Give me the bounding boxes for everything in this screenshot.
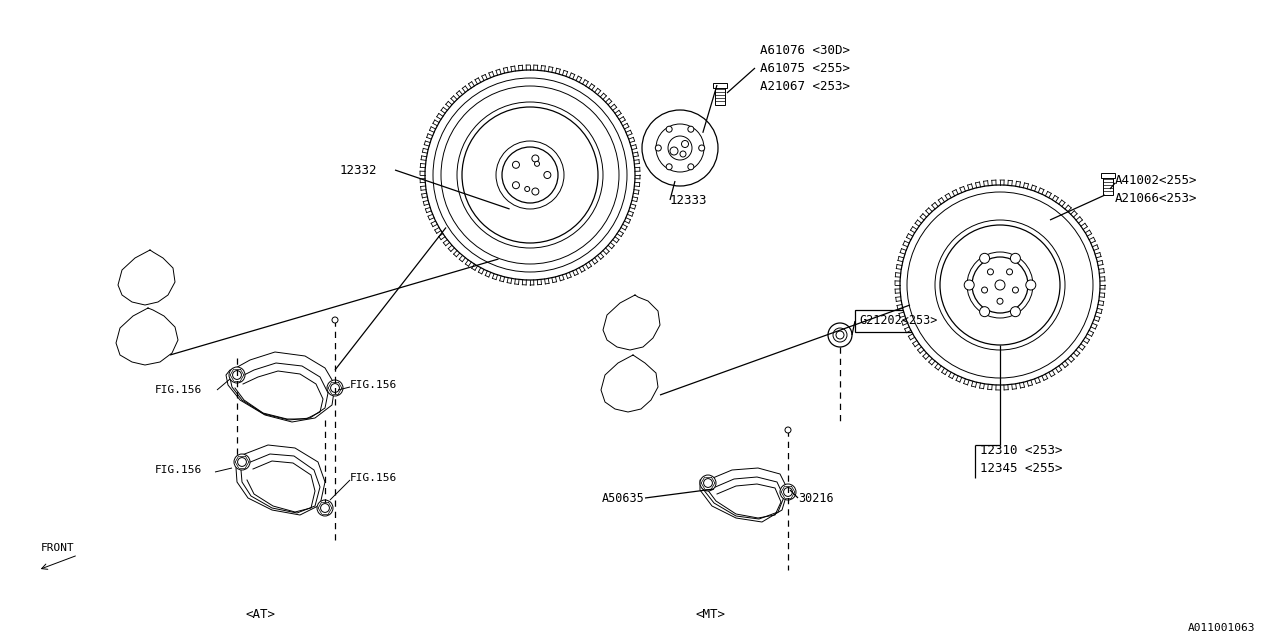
Bar [1101, 173, 1115, 178]
Circle shape [833, 328, 847, 342]
Ellipse shape [475, 161, 490, 171]
Circle shape [330, 383, 339, 392]
Circle shape [535, 161, 539, 166]
Circle shape [687, 164, 694, 170]
Circle shape [525, 186, 530, 191]
Circle shape [422, 68, 637, 282]
Circle shape [320, 504, 329, 513]
Circle shape [532, 188, 539, 195]
Circle shape [332, 317, 338, 323]
Circle shape [700, 475, 716, 491]
Circle shape [425, 70, 635, 280]
Text: FIG.156: FIG.156 [349, 473, 397, 483]
Circle shape [780, 484, 796, 500]
Circle shape [317, 500, 333, 516]
Circle shape [502, 147, 558, 203]
Bar [713, 83, 727, 88]
Circle shape [666, 164, 672, 170]
Circle shape [979, 253, 989, 263]
Circle shape [532, 155, 539, 162]
Ellipse shape [991, 278, 1010, 292]
Circle shape [995, 280, 1005, 290]
Circle shape [900, 185, 1100, 385]
Ellipse shape [550, 208, 563, 222]
Circle shape [512, 161, 520, 168]
Circle shape [783, 488, 792, 497]
Circle shape [997, 298, 1004, 304]
Circle shape [940, 225, 1060, 345]
Circle shape [238, 458, 246, 467]
Ellipse shape [483, 196, 498, 208]
Text: 12332: 12332 [340, 163, 378, 177]
Circle shape [836, 331, 844, 339]
Circle shape [1010, 307, 1020, 317]
Circle shape [669, 147, 678, 155]
Circle shape [979, 307, 989, 317]
Ellipse shape [570, 179, 585, 189]
Circle shape [699, 145, 705, 151]
Circle shape [666, 126, 672, 132]
Text: FIG.156: FIG.156 [349, 380, 397, 390]
Ellipse shape [563, 142, 577, 154]
Circle shape [229, 367, 244, 383]
Ellipse shape [497, 128, 509, 142]
Text: A61076 <30D>: A61076 <30D> [760, 44, 850, 56]
Bar [456, 199, 466, 207]
Bar [498, 236, 506, 244]
Text: G21202<253>: G21202<253> [859, 314, 937, 328]
Text: A21066<253>: A21066<253> [1115, 191, 1198, 205]
Circle shape [657, 124, 704, 172]
Text: A011001063: A011001063 [1188, 623, 1254, 633]
Bar [1103, 177, 1114, 195]
Text: <MT>: <MT> [695, 609, 724, 621]
Circle shape [964, 280, 974, 290]
Text: 12310 <253>: 12310 <253> [980, 444, 1062, 456]
Text: FIG.156: FIG.156 [155, 385, 202, 395]
Circle shape [233, 371, 242, 380]
Circle shape [681, 141, 689, 147]
Text: 30216: 30216 [797, 492, 833, 504]
Text: A61075 <255>: A61075 <255> [760, 61, 850, 74]
Ellipse shape [534, 168, 543, 176]
Circle shape [680, 151, 686, 157]
Ellipse shape [516, 214, 526, 230]
Circle shape [828, 323, 852, 347]
Circle shape [704, 479, 713, 488]
Text: FRONT: FRONT [41, 543, 74, 553]
Circle shape [512, 182, 520, 189]
Circle shape [1010, 253, 1020, 263]
Circle shape [668, 136, 692, 160]
Circle shape [234, 454, 250, 470]
Circle shape [785, 427, 791, 433]
Text: FIG.156: FIG.156 [155, 465, 202, 475]
Bar [855, 310, 975, 332]
Circle shape [972, 257, 1028, 313]
Circle shape [982, 287, 988, 293]
Bar [453, 144, 463, 152]
Bar [716, 87, 724, 105]
Text: A50635: A50635 [603, 492, 645, 504]
Circle shape [655, 145, 662, 151]
Circle shape [987, 269, 993, 275]
Circle shape [1025, 280, 1036, 290]
Circle shape [1012, 287, 1019, 293]
Circle shape [1006, 269, 1012, 275]
Ellipse shape [518, 176, 530, 185]
Text: A21067 <253>: A21067 <253> [760, 79, 850, 93]
Circle shape [326, 380, 343, 396]
Circle shape [462, 107, 598, 243]
Text: A41002<255>: A41002<255> [1115, 173, 1198, 186]
Circle shape [687, 126, 694, 132]
Text: <AT>: <AT> [244, 609, 275, 621]
Text: 12345 <255>: 12345 <255> [980, 461, 1062, 474]
Text: 12333: 12333 [669, 193, 708, 207]
Circle shape [643, 110, 718, 186]
Ellipse shape [534, 120, 544, 136]
Circle shape [544, 172, 550, 179]
